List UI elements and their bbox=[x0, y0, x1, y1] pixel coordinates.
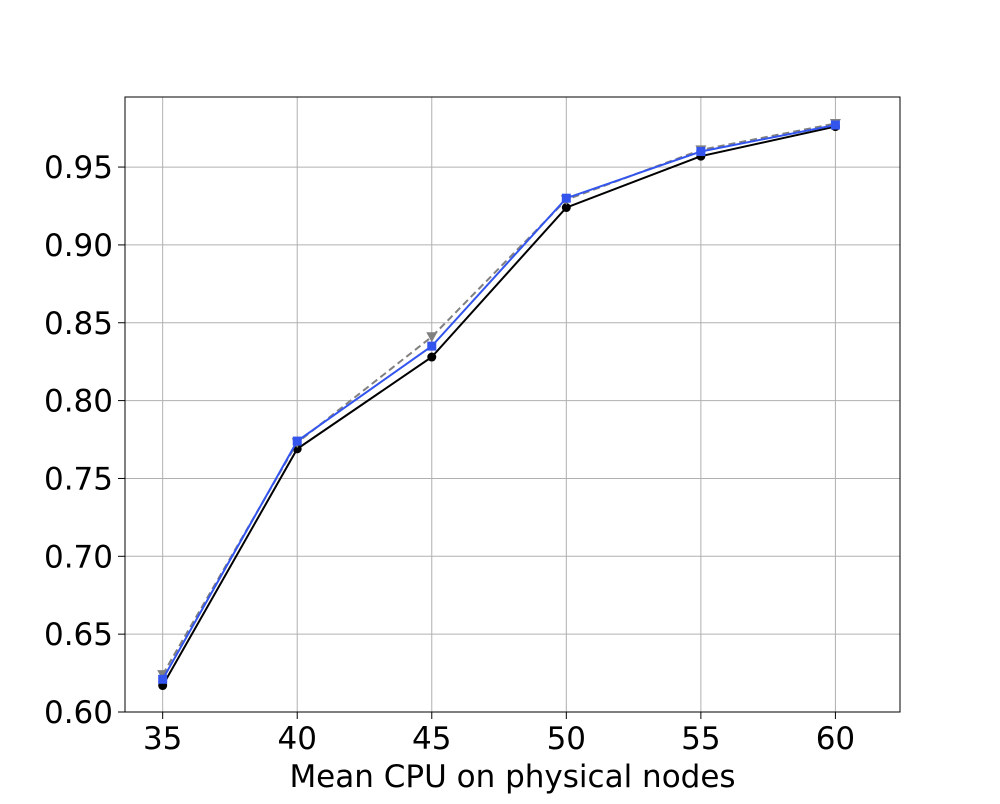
x-tick-label: 45 bbox=[412, 721, 451, 757]
tick-marks bbox=[118, 166, 836, 719]
y-tick-label: 0.75 bbox=[44, 461, 113, 497]
series-line bbox=[161, 122, 836, 676]
x-axis-label: Mean CPU on physical nodes bbox=[289, 759, 735, 795]
y-tick-label: 0.90 bbox=[44, 228, 113, 264]
grid-lines bbox=[125, 97, 900, 713]
x-tick-label: 55 bbox=[681, 721, 720, 757]
y-axis-tick-labels: 0.60 0.65 0.70 0.75 0.80 0.85 0.90 0.95 bbox=[44, 150, 113, 731]
plot-area-frame bbox=[124, 96, 901, 713]
data-point bbox=[292, 436, 302, 446]
x-tick-label: 40 bbox=[277, 721, 316, 757]
data-point bbox=[696, 146, 706, 156]
y-tick-label: 0.60 bbox=[44, 695, 113, 731]
y-tick-label: 0.85 bbox=[44, 306, 113, 342]
data-point bbox=[561, 203, 571, 213]
x-axis-tick-labels: 35 40 45 50 55 60 bbox=[143, 721, 855, 757]
data-point bbox=[830, 120, 840, 130]
data-point bbox=[561, 193, 571, 203]
x-tick-label: 35 bbox=[143, 721, 182, 757]
y-tick-label: 0.70 bbox=[44, 539, 113, 575]
y-tick-label: 0.95 bbox=[44, 150, 113, 186]
y-tick-label: 0.65 bbox=[44, 617, 113, 653]
series-line bbox=[161, 124, 836, 680]
data-point bbox=[427, 341, 437, 351]
series-1 bbox=[158, 122, 840, 691]
x-tick-label: 50 bbox=[547, 721, 586, 757]
series-3 bbox=[158, 120, 840, 684]
series-2 bbox=[157, 118, 841, 681]
series-line bbox=[161, 125, 836, 687]
data-point bbox=[158, 674, 168, 684]
x-tick-label: 60 bbox=[816, 721, 855, 757]
data-point bbox=[427, 352, 437, 362]
series-lines bbox=[157, 118, 841, 691]
data-point bbox=[426, 332, 438, 343]
y-tick-label: 0.80 bbox=[44, 384, 113, 420]
